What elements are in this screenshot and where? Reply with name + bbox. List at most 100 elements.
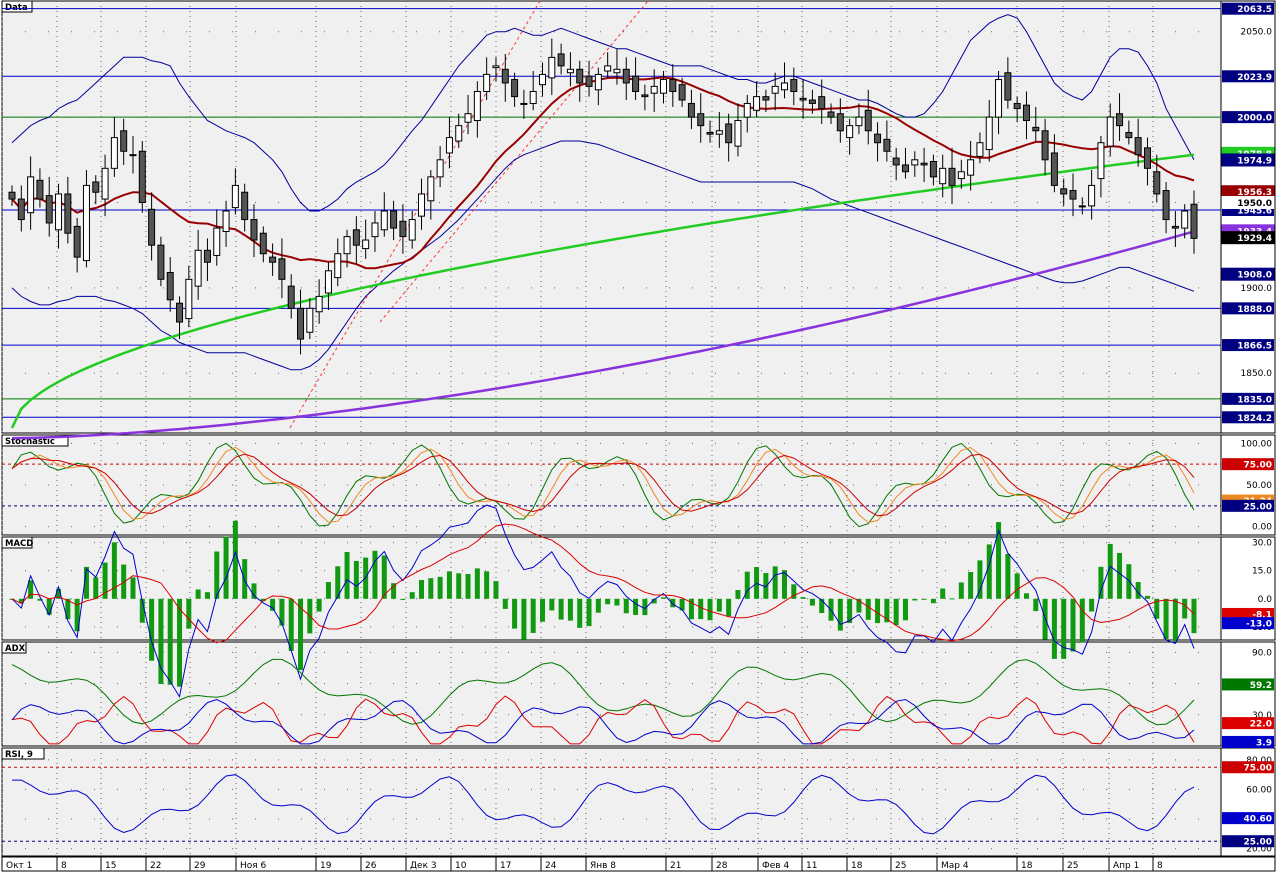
indicator-badge bbox=[1222, 678, 1274, 691]
macd-histogram-bar bbox=[623, 598, 629, 614]
candle-down bbox=[1069, 190, 1077, 200]
macd-histogram-bar bbox=[428, 578, 434, 599]
candle-down bbox=[352, 229, 360, 246]
axis-tick-label: 30.0 bbox=[1252, 711, 1272, 721]
price-level-badge bbox=[1222, 392, 1274, 405]
x-axis bbox=[1, 856, 1276, 872]
macd-histogram-bar bbox=[1005, 553, 1011, 599]
candle-down bbox=[64, 193, 72, 234]
x-axis-label: Фев 4 bbox=[762, 861, 789, 871]
indicator-badge-value: 3.9 bbox=[1256, 738, 1272, 748]
candle-down bbox=[1162, 190, 1170, 221]
indicator-badge bbox=[1222, 812, 1274, 825]
candle-down bbox=[1153, 171, 1161, 195]
price-level-badge bbox=[1222, 111, 1274, 124]
x-axis-label: 22 bbox=[150, 861, 161, 871]
x-axis-label: 21 bbox=[670, 861, 681, 871]
macd-histogram-bar bbox=[614, 598, 620, 606]
candle-up bbox=[604, 65, 612, 72]
candle-up bbox=[650, 85, 658, 94]
candle-up bbox=[1088, 184, 1096, 207]
macd-histogram-bar bbox=[28, 580, 34, 599]
macd-histogram-bar bbox=[437, 576, 443, 599]
macd-histogram-bar bbox=[586, 598, 592, 627]
macd-histogram-bar bbox=[232, 520, 238, 599]
axis-tick-label: 0.00 bbox=[1252, 523, 1272, 533]
axis-tick-label: 0.0 bbox=[1258, 595, 1273, 605]
price-scale bbox=[1220, 0, 1276, 434]
candle-up bbox=[548, 56, 556, 79]
x-axis-label: 17 bbox=[500, 861, 511, 871]
macd-histogram-bar bbox=[893, 598, 899, 626]
indicator-badge bbox=[1222, 458, 1274, 471]
macd-histogram-bar bbox=[1070, 598, 1076, 652]
macd-histogram-bar bbox=[242, 559, 248, 599]
candle-down bbox=[641, 94, 649, 98]
x-axis-label: 25 bbox=[1067, 861, 1078, 871]
candle-down bbox=[1060, 188, 1068, 195]
macd-histogram-bar bbox=[521, 598, 527, 640]
macd-histogram-bar bbox=[958, 582, 964, 599]
macd-histogram-bar bbox=[1098, 566, 1104, 599]
axis-tick-label: 1850.0 bbox=[1241, 369, 1273, 379]
price-level-value: 2063.5 bbox=[1237, 5, 1272, 15]
price-level-value: 1945.6 bbox=[1237, 206, 1272, 216]
x-axis-label: 18 bbox=[1021, 861, 1033, 871]
price-level-badge bbox=[1222, 302, 1274, 315]
macd-histogram-bar bbox=[18, 598, 24, 604]
x-axis-label: Апр 1 bbox=[1113, 861, 1139, 871]
panel-label: MACD bbox=[5, 539, 33, 549]
candle-up bbox=[380, 210, 388, 231]
macd-histogram-bar bbox=[316, 598, 322, 612]
panel-label: ADX bbox=[5, 644, 26, 654]
candle-down bbox=[790, 79, 798, 92]
candle-up bbox=[334, 253, 342, 279]
panel-label-box bbox=[1, 641, 27, 654]
price-scale bbox=[1220, 434, 1276, 536]
candle-down bbox=[390, 210, 398, 229]
candle-up bbox=[957, 171, 965, 180]
macd-histogram-bar bbox=[260, 598, 266, 602]
indicator-badge-value: 25.00 bbox=[1244, 838, 1272, 848]
axis-tick-label: 50.00 bbox=[1246, 481, 1272, 491]
candle-down bbox=[92, 181, 100, 193]
candle-down bbox=[176, 302, 184, 323]
macd-histogram-bar bbox=[1107, 543, 1113, 599]
macd-histogram-bar bbox=[74, 598, 80, 632]
candle-up bbox=[855, 116, 863, 127]
ma20-line bbox=[11, 76, 1195, 270]
macd-histogram-bar bbox=[875, 598, 881, 624]
x-axis-label: 28 bbox=[716, 861, 728, 871]
candle-down bbox=[808, 99, 816, 104]
price-level-badge bbox=[1222, 411, 1274, 424]
x-axis-label: 26 bbox=[365, 861, 377, 871]
macd-histogram-bar bbox=[567, 598, 573, 621]
candle-up bbox=[659, 79, 667, 94]
candle-down bbox=[864, 109, 872, 132]
macd-histogram-bar bbox=[298, 598, 304, 671]
panel-label-box bbox=[1, 747, 45, 760]
candle-down bbox=[1004, 72, 1012, 101]
candle-down bbox=[883, 138, 891, 152]
price-level-value: 1888.0 bbox=[1237, 305, 1272, 315]
macd-histogram-bar bbox=[214, 551, 220, 599]
price-badge bbox=[1221, 267, 1275, 281]
macd-histogram-bar bbox=[1079, 598, 1085, 643]
candle-up bbox=[231, 184, 239, 209]
price-level-badge bbox=[1222, 70, 1274, 83]
macd-histogram-bar bbox=[288, 598, 294, 651]
macd-histogram-bar bbox=[372, 550, 378, 599]
x-axis-label: Янв 8 bbox=[590, 861, 616, 871]
macd-histogram-bar bbox=[558, 598, 564, 620]
x-axis-label: Мар 4 bbox=[941, 861, 969, 871]
ma50-line bbox=[10, 153, 1195, 429]
candle-down bbox=[697, 113, 705, 127]
plot-area bbox=[1, 641, 1222, 747]
candle-down bbox=[836, 113, 844, 132]
macd-histogram-bar bbox=[56, 588, 62, 599]
candle-up bbox=[743, 102, 751, 118]
candle-down bbox=[501, 68, 509, 84]
macd-histogram-bar bbox=[605, 598, 611, 605]
candle-down bbox=[278, 258, 286, 280]
